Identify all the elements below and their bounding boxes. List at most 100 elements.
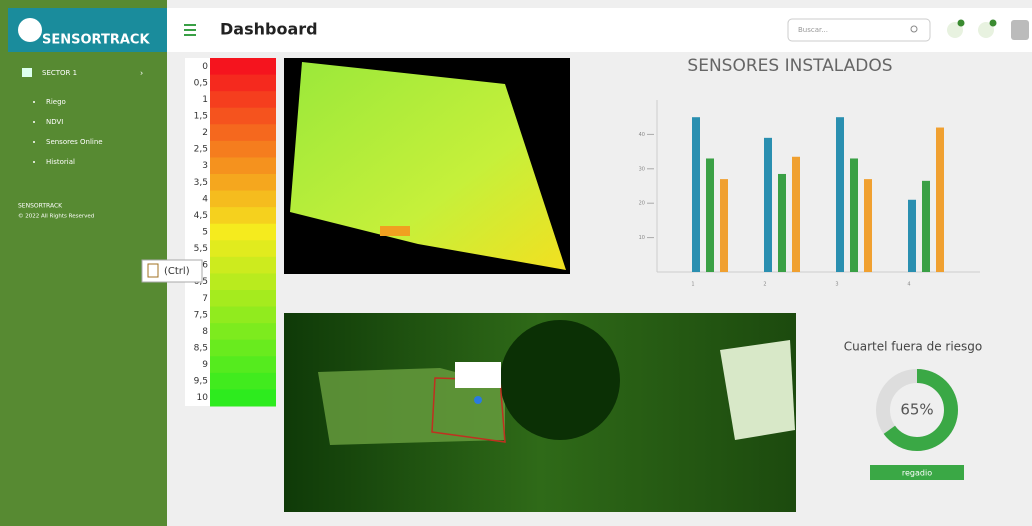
menu-item[interactable]: SECTOR 1 <box>42 69 77 77</box>
hamburger[interactable] <box>184 24 196 36</box>
badge <box>957 19 965 27</box>
bar <box>922 180 930 272</box>
paste-icon <box>147 263 159 278</box>
user-button[interactable] <box>1011 20 1029 40</box>
scale-label: 1,5 <box>194 112 208 122</box>
scale-label: 7,5 <box>194 310 208 320</box>
map-tooltip <box>455 362 501 388</box>
scale-swatch <box>210 174 276 192</box>
bar <box>792 156 800 272</box>
copyright: © 2022 All Rights Reserved <box>18 213 94 220</box>
paste-popup-label[interactable]: (Ctrl) <box>164 266 190 277</box>
scale-swatch <box>210 240 276 258</box>
scale-swatch <box>210 306 276 324</box>
chart-title: SENSORES INSTALADOS <box>687 56 892 76</box>
bar <box>764 137 772 272</box>
scale-swatch <box>210 223 276 241</box>
scale-swatch <box>210 323 276 341</box>
x-tick-label: 1 <box>691 282 694 288</box>
scale-label: 10 <box>197 393 209 403</box>
scale-label: 5,5 <box>194 244 208 254</box>
scale-label: 2,5 <box>194 145 208 155</box>
sidebar <box>0 0 167 526</box>
search-box[interactable] <box>787 18 931 42</box>
scale-swatch <box>210 389 276 407</box>
scale-swatch <box>210 58 276 76</box>
scale-swatch <box>210 124 276 142</box>
bar <box>908 199 916 272</box>
scale-swatch <box>210 207 276 225</box>
menu-item[interactable]: Sensores Online <box>46 138 103 146</box>
hotspot <box>380 226 410 236</box>
scale-swatch <box>210 91 276 109</box>
scale-label: 2 <box>202 128 208 138</box>
chart-title: Cuartel fuera de riesgo <box>844 340 983 354</box>
bar <box>692 117 700 272</box>
bullets <box>33 101 35 163</box>
scale-label: 1 <box>202 95 208 105</box>
bar <box>720 179 728 272</box>
scale-swatch <box>210 107 276 125</box>
scale-label: 6 <box>202 261 208 271</box>
footer-brand: SENSORTRACK <box>18 203 63 210</box>
scale-label: 8 <box>202 327 208 337</box>
scale-swatch <box>210 290 276 308</box>
scale-swatch <box>210 190 276 208</box>
logo-icon <box>18 18 42 42</box>
search-placeholder: Buscar... <box>798 26 828 34</box>
status-button[interactable] <box>870 465 964 480</box>
menu-item[interactable]: Historial <box>46 158 75 166</box>
scale-label: 7 <box>202 294 208 304</box>
scale-swatch <box>210 157 276 175</box>
menu-item[interactable]: NDVI <box>46 118 63 126</box>
page-title: Dashboard <box>220 20 318 39</box>
chevron[interactable]: › <box>140 69 143 78</box>
scale-label: 4,5 <box>194 211 208 221</box>
donut-arc <box>876 369 958 451</box>
x-tick-label: 3 <box>835 282 838 288</box>
scale-label: 0 <box>202 62 208 72</box>
icon-button[interactable] <box>947 22 963 38</box>
menu-icon <box>22 68 32 77</box>
scale-label: 4 <box>202 194 208 204</box>
donut-chart: Cuartel fuera de riesgo 65% regadio <box>844 340 983 480</box>
bar <box>778 173 786 272</box>
donut-label: 65% <box>900 401 933 419</box>
bar <box>706 158 714 272</box>
y-tick-label: 40 <box>639 132 645 138</box>
scale-swatch <box>210 372 276 390</box>
icon-button[interactable] <box>978 22 994 38</box>
y-tick-label: 20 <box>639 201 645 207</box>
scale-label: 9,5 <box>194 377 208 387</box>
field-ndvi <box>290 62 566 270</box>
y-tick-label: 30 <box>639 166 645 172</box>
scale-label: 0,5 <box>194 78 208 88</box>
color-scale: 00,511,522,533,544,555,566,577,588,599,5… <box>185 58 276 407</box>
scale-label-box <box>185 58 210 406</box>
map-pin[interactable] <box>474 396 482 404</box>
search-icon[interactable] <box>910 25 918 33</box>
menu-item[interactable]: Riego <box>46 98 66 106</box>
scale-label: 9 <box>202 360 208 370</box>
x-tick-label: 2 <box>763 282 766 288</box>
brand: SENSORTRACK <box>42 33 150 48</box>
scale-swatch <box>210 74 276 92</box>
bar <box>936 127 944 273</box>
scale-swatch <box>210 339 276 357</box>
scale-label: 5 <box>202 228 208 238</box>
scale-swatch <box>210 356 276 374</box>
status-label: regadio <box>902 469 932 478</box>
y-tick-label: 10 <box>639 235 645 241</box>
scale-label: 3 <box>202 161 208 171</box>
bar-chart: SENSORES INSTALADOS 10 20 30 40 1 2 3 4 <box>639 56 980 288</box>
scale-swatch <box>210 273 276 291</box>
scale-label: 3,5 <box>194 178 208 188</box>
pivot <box>500 320 620 440</box>
bar <box>864 179 872 272</box>
bar <box>850 158 858 272</box>
bar <box>836 117 844 272</box>
bright-field <box>720 340 795 440</box>
scale-label: 8,5 <box>194 344 208 354</box>
